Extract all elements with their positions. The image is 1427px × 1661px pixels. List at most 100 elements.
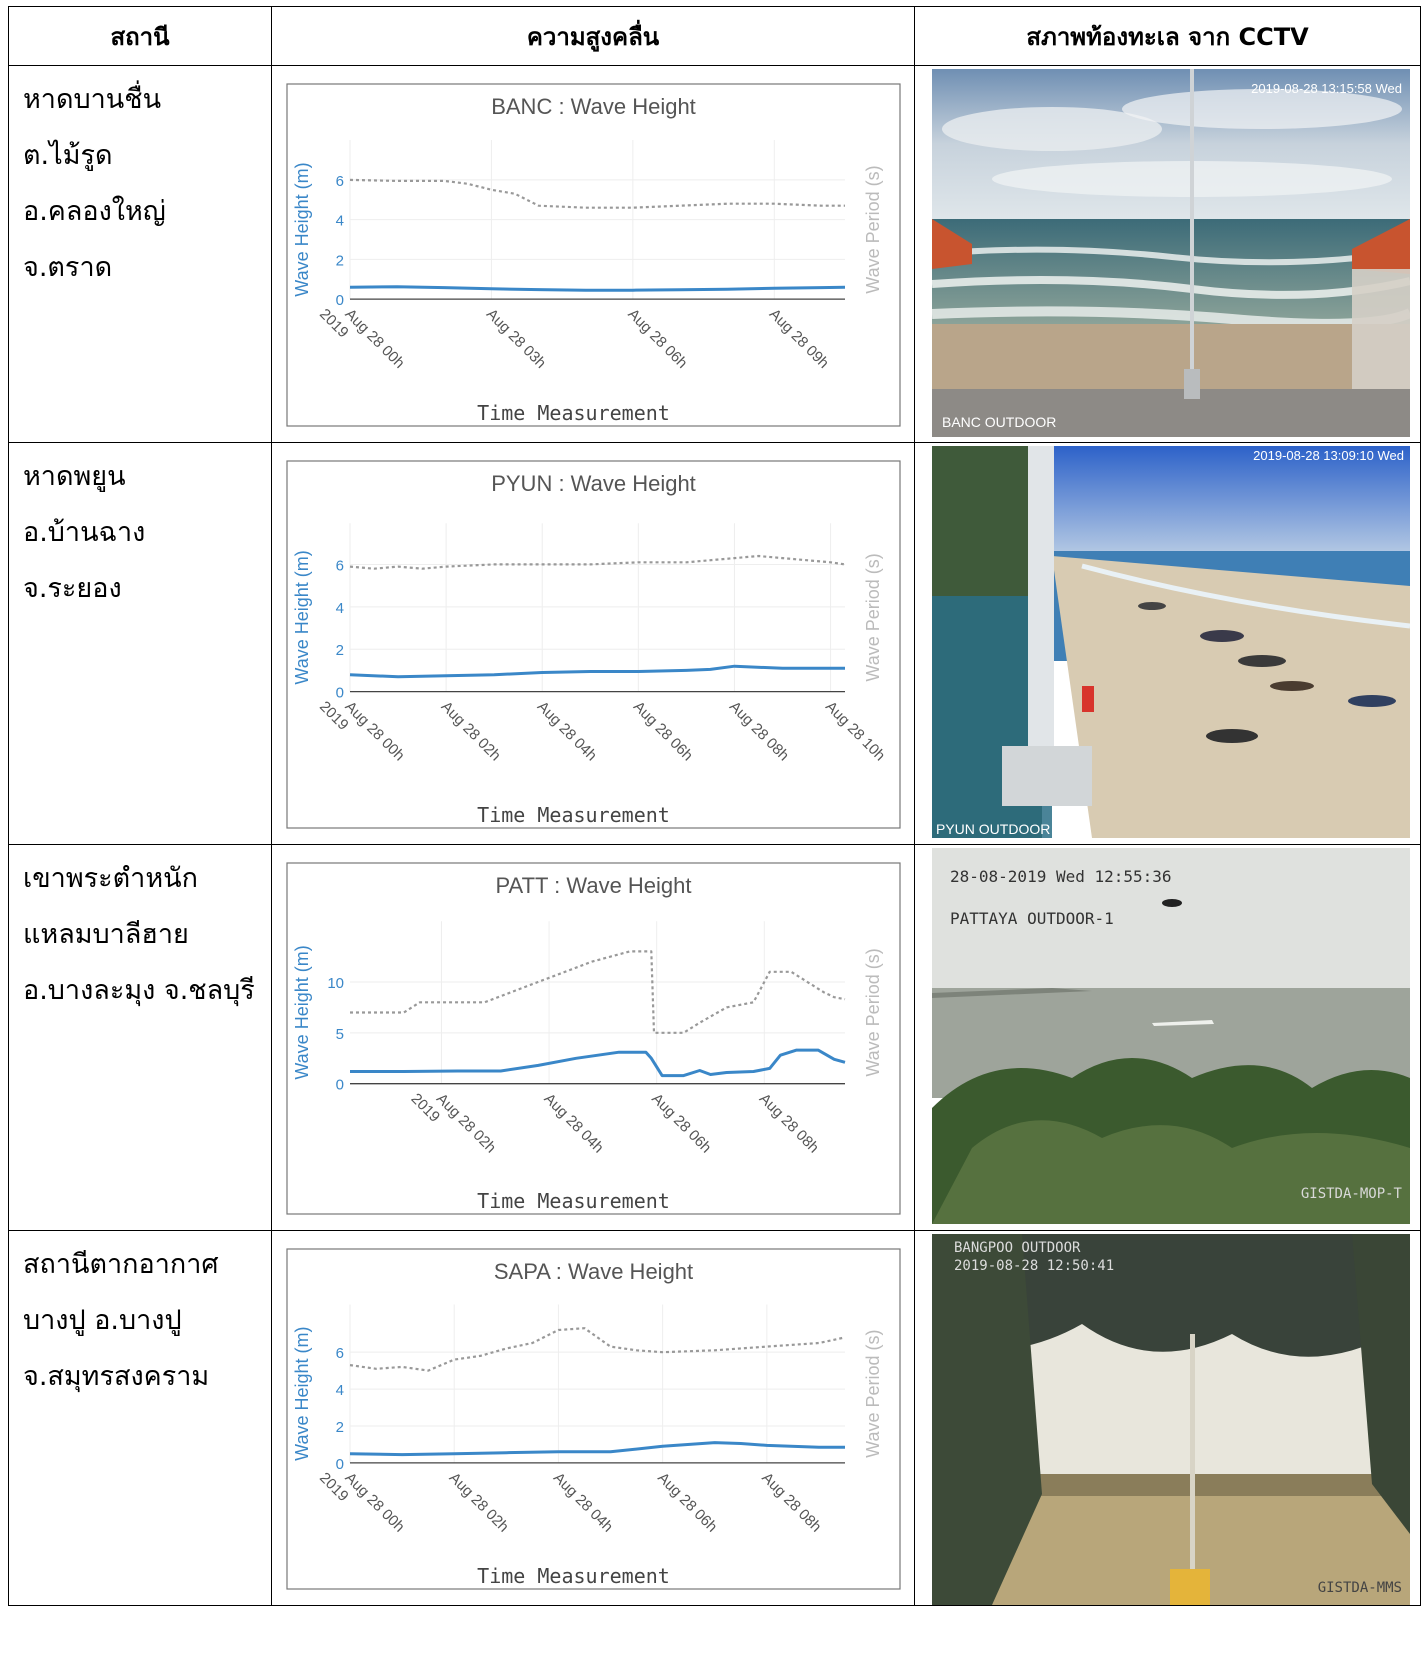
cctv-label: BANC OUTDOOR bbox=[942, 414, 1056, 430]
station-cell: หาดบานชื่น ต.ไม้รูด อ.คลองใหญ่ จ.ตราด bbox=[8, 65, 272, 443]
y2-axis-title: Wave Period (s) bbox=[863, 948, 883, 1076]
station-name: หาดพยูน อ.บ้านฉาง จ.ระยอง bbox=[10, 444, 271, 618]
y-tick-label: 4 bbox=[336, 213, 344, 230]
y-tick-label: 5 bbox=[336, 1026, 344, 1043]
station-row-banc: หาดบานชื่น ต.ไม้รูด อ.คลองใหญ่ จ.ตราด BA… bbox=[8, 65, 1421, 443]
station-name: หาดบานชื่น ต.ไม้รูด อ.คลองใหญ่ จ.ตราด bbox=[10, 67, 271, 297]
y-tick-label: 4 bbox=[336, 1382, 344, 1399]
chart-title: SAPA : Wave Height bbox=[494, 1259, 693, 1284]
station-line: ต.ไม้รูด bbox=[23, 140, 113, 171]
cctv-cell: 2019-08-28 13:15:58 Wed BANC OUTDOOR bbox=[914, 65, 1421, 443]
cctv-cell: 28-08-2019 Wed 12:55:36 PATTAYA OUTDOOR-… bbox=[914, 844, 1421, 1231]
chart-frame bbox=[286, 83, 901, 427]
station-line: อ.คลองใหญ่ bbox=[23, 196, 166, 227]
y-tick-label: 6 bbox=[336, 1345, 344, 1362]
chart-title: PATT : Wave Height bbox=[495, 873, 691, 898]
x-axis-title: Time Measurement bbox=[477, 803, 670, 827]
y-tick-label: 0 bbox=[336, 292, 344, 309]
chart-frame bbox=[286, 1248, 901, 1590]
station-line: อ.บางละมุง จ.ชลบุรี bbox=[23, 975, 255, 1006]
station-row-patt: เขาพระตำหนัก แหลมบาลีฮาย อ.บางละมุง จ.ชล… bbox=[8, 844, 1421, 1231]
cctv-image-pyun: 2019-08-28 13:09:10 Wed PYUN OUTDOOR bbox=[932, 446, 1410, 838]
station-line: อ.บ้านฉาง bbox=[23, 517, 146, 548]
cctv-watermark: GISTDA-MOP-T bbox=[1301, 1186, 1403, 1202]
y2-axis-title: Wave Period (s) bbox=[863, 553, 883, 681]
station-name: สถานีตากอากาศ บางปู อ.บางปู จ.สมุทรสงครา… bbox=[10, 1232, 271, 1406]
station-line: สถานีตากอากาศ bbox=[23, 1249, 219, 1280]
chart-cell: PYUN : Wave Height 0 2 4 6 Aug 28 00h 2019 Aug … bbox=[271, 442, 915, 845]
chart-title: PYUN : Wave Height bbox=[491, 471, 696, 496]
y-tick-label: 0 bbox=[336, 1077, 344, 1094]
y-tick-label: 0 bbox=[336, 685, 344, 702]
station-line: เขาพระตำหนัก bbox=[23, 863, 198, 894]
wave-report-table: สถานี ความสูงคลื่น สภาพท้องทะเล จาก CCTV… bbox=[8, 6, 1421, 1606]
x-axis-title: Time Measurement bbox=[477, 401, 670, 425]
y-axis-title: Wave Height (m) bbox=[292, 550, 312, 684]
y-tick-label: 2 bbox=[336, 642, 344, 659]
y-tick-label: 0 bbox=[336, 1456, 344, 1473]
station-line: หาดพยูน bbox=[23, 461, 126, 492]
cctv-label: BANGPOO OUTDOOR bbox=[954, 1240, 1081, 1256]
chart-cell: PATT : Wave Height 0 5 10 Aug 28 02h 2019 Aug … bbox=[271, 844, 915, 1231]
header-wave-height: ความสูงคลื่น bbox=[271, 6, 915, 66]
x-axis-title: Time Measurement bbox=[477, 1189, 670, 1213]
cctv-watermark: GISTDA-MMS bbox=[1318, 1580, 1402, 1596]
cctv-timestamp: 2019-08-28 13:15:58 Wed bbox=[1251, 81, 1402, 96]
wave-period-line bbox=[349, 178, 845, 209]
wave-height-line bbox=[349, 285, 846, 292]
x-axis-title: Time Measurement bbox=[477, 1564, 670, 1588]
y-tick-label: 2 bbox=[336, 1419, 344, 1436]
station-line: จ.ตราด bbox=[23, 252, 113, 283]
cctv-cell: 2019-08-28 13:09:10 Wed PYUN OUTDOOR bbox=[914, 442, 1421, 845]
cctv-label: PATTAYA OUTDOOR-1 bbox=[950, 909, 1114, 928]
wave-period-line bbox=[349, 554, 846, 570]
wave-period-line bbox=[349, 1327, 846, 1372]
y-tick-label: 6 bbox=[336, 557, 344, 574]
chart-title: BANC : Wave Height bbox=[491, 94, 696, 119]
wave-height-line bbox=[349, 664, 845, 679]
y-axis-title: Wave Height (m) bbox=[292, 1327, 312, 1461]
wave-height-line bbox=[350, 1048, 846, 1078]
chart-frame bbox=[286, 460, 901, 829]
cctv-image-banc: 2019-08-28 13:15:58 Wed BANC OUTDOOR bbox=[932, 69, 1410, 437]
cctv-label: PYUN OUTDOOR bbox=[936, 821, 1050, 837]
station-name: เขาพระตำหนัก แหลมบาลีฮาย อ.บางละมุง จ.ชล… bbox=[10, 846, 271, 1020]
station-row-sapa: สถานีตากอากาศ บางปู อ.บางปู จ.สมุทรสงครา… bbox=[8, 1230, 1421, 1606]
station-line: บางปู อ.บางปู bbox=[23, 1305, 182, 1336]
station-cell: สถานีตากอากาศ บางปู อ.บางปู จ.สมุทรสงครา… bbox=[8, 1230, 272, 1606]
y2-axis-title: Wave Period (s) bbox=[863, 1330, 883, 1458]
header-cctv: สภาพท้องทะเล จาก CCTV bbox=[914, 6, 1421, 66]
header-station: สถานี bbox=[8, 6, 272, 66]
y2-axis-title: Wave Period (s) bbox=[863, 165, 883, 293]
cctv-timestamp: 28-08-2019 Wed 12:55:36 bbox=[950, 867, 1172, 886]
y-axis-title: Wave Height (m) bbox=[292, 162, 312, 296]
station-line: หาดบานชื่น bbox=[23, 84, 162, 115]
cctv-cell: BANGPOO OUTDOOR 2019-08-28 12:50:41 GIST… bbox=[914, 1230, 1421, 1606]
station-cell: หาดพยูน อ.บ้านฉาง จ.ระยอง bbox=[8, 442, 272, 845]
y-axis-title: Wave Height (m) bbox=[292, 945, 312, 1079]
cctv-timestamp: 2019-08-28 13:09:10 Wed bbox=[1253, 448, 1404, 463]
header-row: สถานี ความสูงคลื่น สภาพท้องทะเล จาก CCTV bbox=[8, 6, 1421, 66]
chart-frame bbox=[286, 862, 901, 1215]
wave-period-line bbox=[350, 950, 846, 1034]
y-tick-label: 6 bbox=[336, 173, 344, 190]
station-line: จ.สมุทรสงคราม bbox=[23, 1361, 210, 1392]
station-row-pyun: หาดพยูน อ.บ้านฉาง จ.ระยอง PYUN : Wave He… bbox=[8, 442, 1421, 845]
y-tick-label: 10 bbox=[327, 975, 344, 992]
station-cell: เขาพระตำหนัก แหลมบาลีฮาย อ.บางละมุง จ.ชล… bbox=[8, 844, 272, 1231]
station-line: จ.ระยอง bbox=[23, 573, 122, 604]
chart-cell: SAPA : Wave Height 0 2 4 6 Aug 28 00h 2019 Aug … bbox=[271, 1230, 915, 1606]
wave-height-line bbox=[349, 1441, 845, 1457]
chart-cell: BANC : Wave Height 0 2 4 6 Aug 28 00h 2019 Aug … bbox=[271, 65, 915, 443]
cctv-image-patt: 28-08-2019 Wed 12:55:36 PATTAYA OUTDOOR-… bbox=[932, 848, 1410, 1224]
station-line: แหลมบาลีฮาย bbox=[23, 919, 189, 950]
cctv-timestamp: 2019-08-28 12:50:41 bbox=[954, 1258, 1114, 1274]
cctv-image-sapa: BANGPOO OUTDOOR 2019-08-28 12:50:41 GIST… bbox=[932, 1234, 1410, 1605]
y-tick-label: 2 bbox=[336, 252, 344, 269]
y-tick-label: 4 bbox=[336, 600, 344, 617]
